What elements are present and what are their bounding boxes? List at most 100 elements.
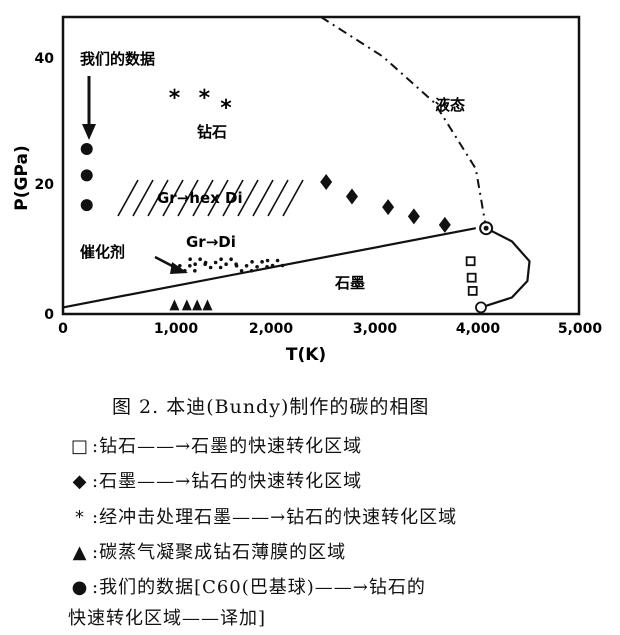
catalyst-dot [250, 260, 254, 264]
liquid-region-label: 液态 [435, 96, 465, 114]
x-tick-label: 3,000 [353, 321, 398, 337]
hex-diamond-region [117, 179, 304, 217]
legend-item: * :经冲击处理石墨——→钻石的快速转化区域 [68, 503, 457, 529]
legend-item: □:钻石——→石墨的快速转化区域 [68, 432, 362, 458]
catalyst-dot [275, 258, 280, 263]
catalyst-dot [270, 263, 275, 268]
catalyst-dot [213, 260, 218, 265]
legend-text: :石墨——→钻石的快速转化区域 [92, 471, 363, 492]
catalyst-dot [255, 265, 259, 269]
gr-di-label: Gr→Di [186, 233, 236, 251]
hatch-line [282, 179, 304, 217]
x-tick-label: 1,000 [154, 321, 199, 337]
hatch-line [117, 179, 139, 217]
y-tick-label: 40 [35, 51, 55, 67]
diamond-point [438, 216, 451, 233]
legend-item: ◆:石墨——→钻石的快速转化区域 [68, 467, 362, 493]
filled-diamond-icon: ◆ [72, 471, 88, 492]
catalyst-dot [218, 265, 223, 270]
catalyst-dot [249, 269, 254, 273]
hatch-line [177, 179, 199, 217]
catalyst-dot [193, 262, 197, 267]
gr-hex-di-label: Gr→hex Di [157, 189, 243, 207]
square-point [465, 256, 476, 267]
catalyst-dot [198, 257, 202, 262]
y-axis-label: P(GPa) [12, 145, 32, 210]
catalyst-dot [234, 264, 239, 268]
triangle-point [192, 299, 203, 311]
legend-text: 快速转化区域——译加] [68, 608, 267, 629]
diamond-point [345, 188, 358, 205]
x-axis-label: T(K) [286, 345, 326, 365]
diamond-point [407, 208, 420, 225]
catalyst-dot [239, 269, 244, 273]
catalyst-dot [188, 257, 192, 262]
diamond-region-label: 钻石 [197, 123, 227, 141]
triangle-point [169, 299, 180, 311]
hatch-line [267, 179, 289, 217]
diamond-point [382, 199, 395, 216]
y-tick-label: 0 [44, 307, 54, 323]
hatch-line [222, 179, 244, 217]
diamond-point [320, 174, 333, 190]
hatch-line [237, 179, 259, 217]
square-point [466, 272, 477, 283]
circle-point [80, 199, 93, 212]
x-tick-label: 2,000 [249, 321, 294, 337]
asterisk-point: * [199, 86, 211, 111]
catalyst-dot [265, 258, 270, 263]
catalyst-dot [265, 265, 269, 269]
asterisk-icon: * [75, 507, 85, 528]
open-square-icon: □ [70, 436, 89, 457]
triangle-point [202, 299, 213, 311]
catalyst-dot [193, 269, 197, 273]
filled-circle-icon: ● [71, 577, 89, 598]
hatch-line [147, 179, 169, 217]
x-tick-label: 4,000 [456, 321, 501, 337]
asterisk-point: * [169, 86, 181, 111]
hatch-line [162, 179, 184, 217]
hatch-line [207, 179, 229, 217]
open-circle-point [475, 301, 487, 314]
x-tick-label: 0 [58, 321, 68, 337]
our-data-label: 我们的数据 [80, 50, 155, 68]
legend-text: :我们的数据[C60(巴基球)——→钻石的 [92, 577, 426, 598]
catalyst-dot [280, 263, 285, 268]
liquid-diamond-boundary [320, 16, 488, 229]
catalyst-dot [244, 264, 249, 268]
catalyst-dot [188, 264, 192, 268]
circle-point [80, 169, 93, 182]
hatch-line [192, 179, 214, 217]
filled-triangle-icon: ▲ [72, 542, 88, 563]
asterisk-point: * [220, 96, 232, 121]
legend-item: ▲:碳蒸气凝聚成钻石薄膜的区域 [68, 538, 346, 564]
our-data-arrow [82, 76, 96, 140]
graphite-diamond-boundary [62, 227, 477, 309]
y-tick-label: 20 [35, 177, 55, 193]
legend-item-continued: 快速转化区域——译加] [68, 604, 266, 630]
catalyst-dot [203, 260, 208, 265]
catalyst-dot [219, 257, 223, 262]
catalyst-arrow [154, 255, 188, 274]
catalyst-dot [208, 265, 213, 270]
legend-text: :经冲击处理石墨——→钻石的快速转化区域 [92, 507, 458, 528]
square-point [467, 285, 478, 296]
legend-text: :碳蒸气凝聚成钻石薄膜的区域 [92, 542, 347, 563]
hatch-line [252, 179, 274, 217]
hatch-line [132, 179, 154, 217]
catalyst-dot [178, 264, 182, 268]
catalyst-dot [224, 262, 228, 267]
triangle-point [181, 299, 192, 311]
triple-point-center [483, 225, 489, 231]
catalyst-label: 催化剂 [80, 243, 125, 261]
legend-item: ●:我们的数据[C60(巴基球)——→钻石的 [68, 573, 426, 599]
catalyst-dot [260, 260, 264, 264]
x-tick-label: 5,000 [558, 321, 603, 337]
legend-text: :钻石——→石墨的快速转化区域 [92, 436, 363, 457]
figure-caption: 图 2. 本迪(Bundy)制作的碳的相图 [112, 396, 430, 418]
circle-point [80, 143, 93, 155]
melting-curve [480, 227, 531, 309]
catalyst-dot [229, 257, 233, 262]
graphite-region-label: 石墨 [334, 274, 365, 292]
